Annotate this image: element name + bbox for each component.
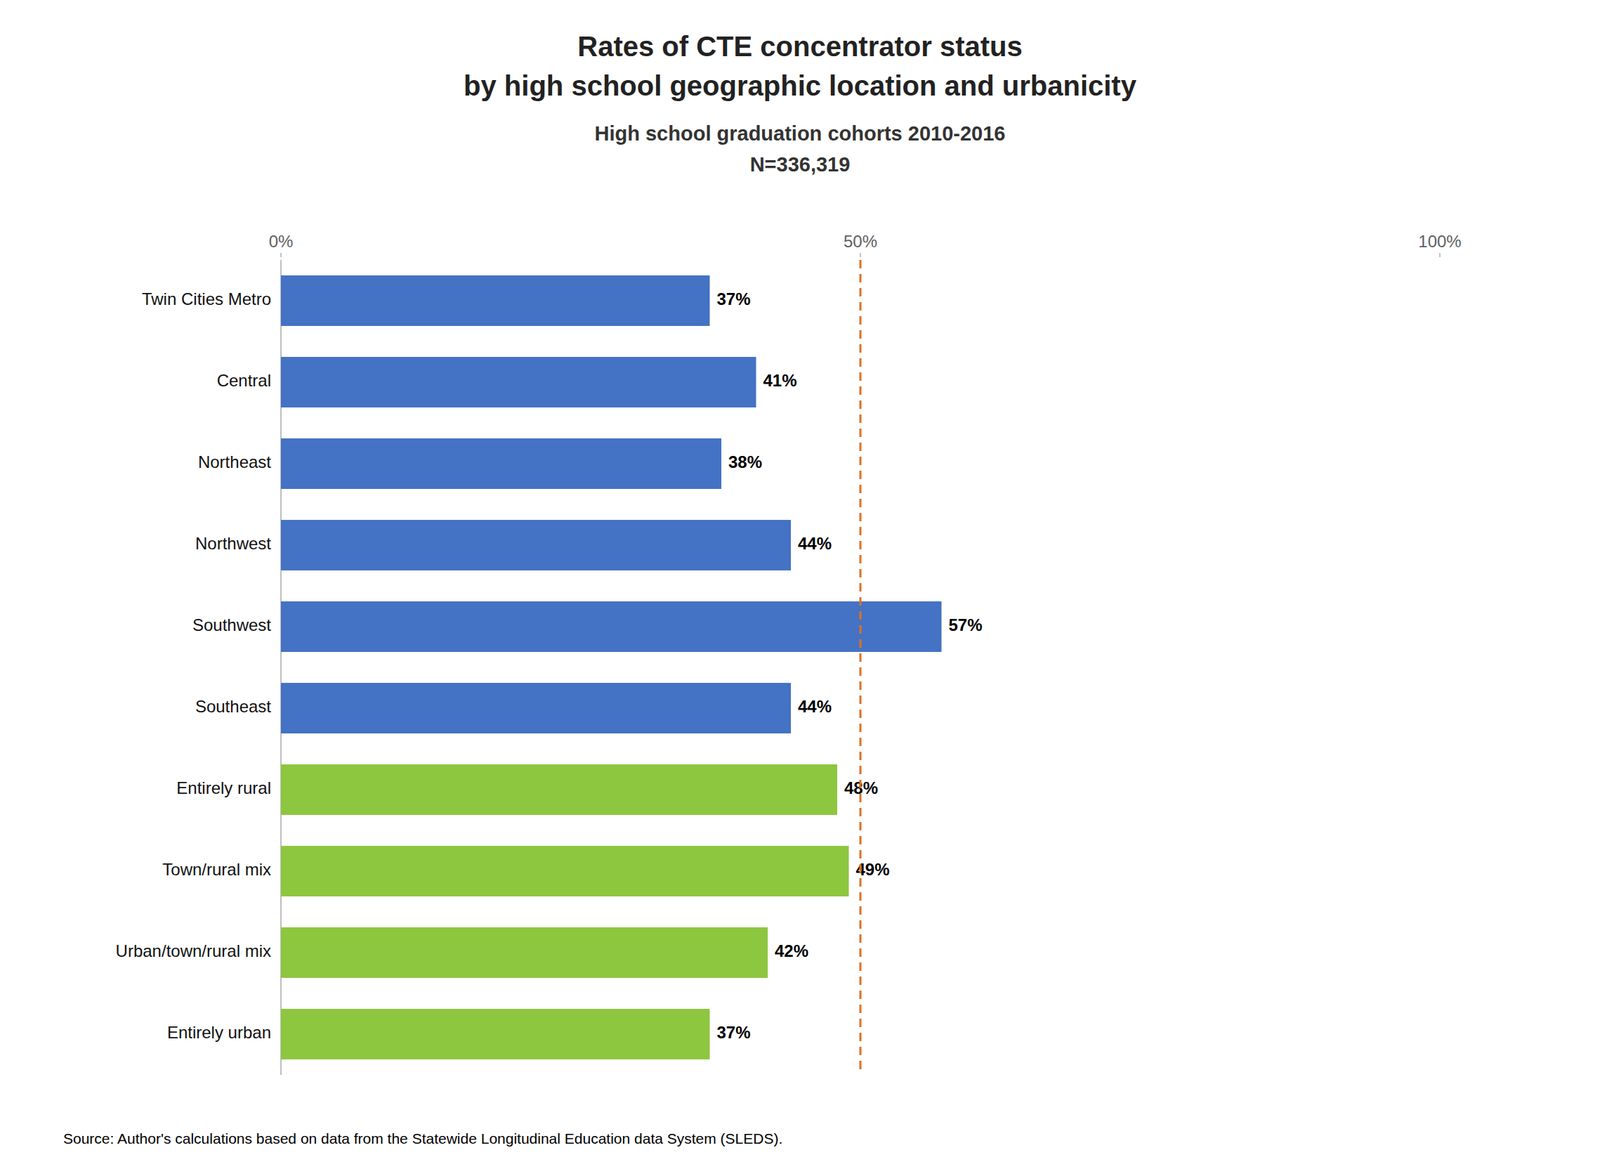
title: Rates of CTE concentrator status	[577, 30, 1022, 62]
x-axis: 0% 50% 100%	[269, 231, 1462, 258]
y-tick-label: Northeast	[198, 452, 272, 472]
reference-line	[859, 259, 862, 1075]
source-note: Source: Author's calculations based on d…	[63, 1130, 783, 1147]
subtitle: N=336,319	[750, 153, 851, 176]
data-label: 41%	[763, 370, 798, 390]
y-tick-label: Town/rural mix	[162, 859, 272, 879]
y-tick-label: Entirely rural	[176, 778, 272, 798]
y-tick-label: Urban/town/rural mix	[115, 941, 272, 961]
x-tick	[280, 252, 282, 258]
bar	[280, 845, 850, 897]
y-tick-label: Central	[217, 370, 272, 390]
x-tick-label: 50%	[843, 231, 878, 251]
y-tick-label: Entirely urban	[167, 1022, 272, 1042]
data-label: 38%	[728, 452, 763, 472]
chart-container: Rates of CTE concentrator status by high …	[0, 0, 1600, 1169]
data-label: 44%	[797, 696, 832, 716]
title: by high school geographic location and u…	[463, 70, 1138, 102]
x-tick	[1439, 252, 1441, 258]
x-tick	[860, 252, 862, 258]
bar	[280, 601, 942, 652]
x-tick-label: 100%	[1418, 231, 1461, 251]
data-label: 37%	[717, 289, 751, 309]
data-label: 42%	[774, 941, 809, 961]
bars	[280, 275, 942, 1060]
bar	[280, 519, 791, 571]
background	[0, 0, 1600, 1169]
bar	[280, 356, 757, 408]
bar	[280, 1008, 711, 1060]
y-tick-label: Southeast	[195, 696, 272, 716]
labels: Twin Cities Metro 37% Central 41% Northeast 3…	[115, 289, 983, 1042]
x-tick-label: 0%	[269, 231, 294, 251]
y-tick-label: Southwest	[192, 615, 272, 635]
data-label: 57%	[948, 615, 983, 635]
chart-svg: Rates of CTE concentrator status by high …	[0, 0, 1600, 1169]
data-label: 44%	[797, 533, 832, 553]
bar	[280, 682, 791, 734]
bar	[280, 927, 768, 978]
y-tick-label: Twin Cities Metro	[141, 289, 272, 309]
bar	[280, 764, 838, 815]
subtitle: High school graduation cohorts 2010-2016	[594, 122, 1006, 145]
y-tick-label: Northwest	[195, 533, 272, 553]
bar	[280, 275, 711, 326]
data-label: 37%	[717, 1022, 751, 1042]
bar	[280, 438, 722, 489]
